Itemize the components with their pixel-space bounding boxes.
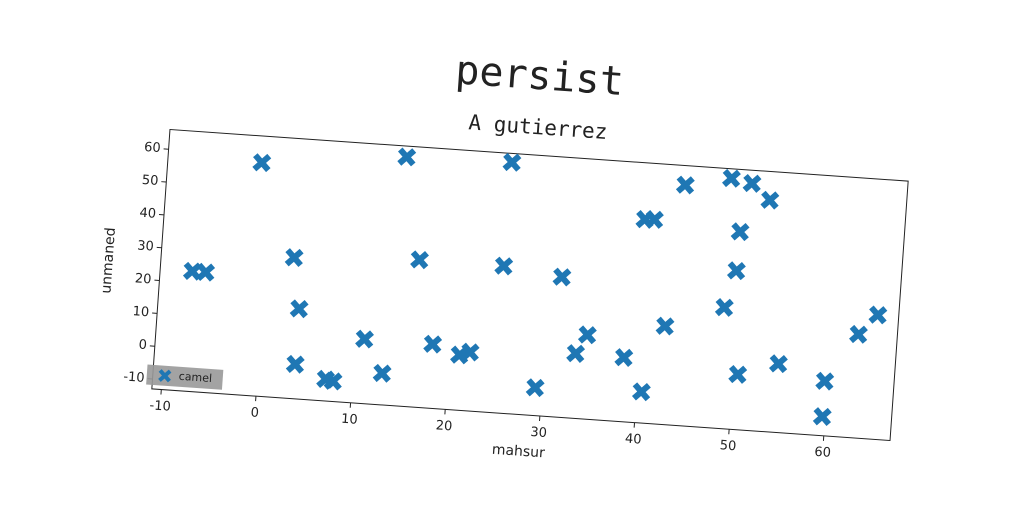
scatter-point: [868, 305, 888, 325]
scatter-point: [397, 147, 417, 167]
scatter-point: [323, 371, 343, 391]
y-tick-label: 10: [132, 304, 150, 320]
legend: camel: [146, 364, 224, 390]
scatter-point: [284, 248, 304, 268]
scatter-point: [760, 190, 780, 210]
x-tick-label: 60: [814, 445, 832, 461]
x-tick-label: 50: [719, 438, 737, 454]
x-axis-label: mahsur: [491, 442, 545, 462]
scatter-point: [566, 344, 586, 363]
scatter-point: [552, 267, 572, 287]
scatter-point: [525, 378, 545, 398]
chart-title: persist: [454, 47, 625, 105]
x-tick-label: 40: [625, 432, 643, 448]
y-axis-label: unmaned: [98, 227, 119, 294]
scatter-point: [460, 342, 480, 362]
scatter-point: [714, 298, 734, 317]
x-tick-label: -10: [149, 398, 171, 414]
scatter-point: [423, 334, 443, 354]
scatter-point: [815, 371, 835, 391]
scatter-point: [726, 261, 746, 281]
y-tick-label: 60: [144, 140, 162, 156]
scatter-point: [728, 364, 748, 384]
scatter-point: [730, 222, 750, 242]
legend-marker: [158, 369, 172, 383]
plot-frame: [151, 128, 909, 442]
scatter-point: [675, 175, 695, 195]
x-tick-label: 20: [435, 418, 453, 434]
scatter-point: [410, 250, 429, 270]
scatter-point: [631, 382, 651, 402]
scatter-point: [372, 363, 392, 383]
scatter-point: [196, 262, 216, 282]
y-tick-label: -10: [123, 370, 145, 386]
scatter-point: [502, 152, 522, 172]
scatter-point: [355, 329, 374, 349]
scatter-point: [742, 173, 762, 193]
scatter-point: [849, 324, 868, 344]
scatter-point: [722, 168, 741, 188]
y-tick-label: 30: [137, 239, 155, 255]
scatter-point: [494, 256, 514, 276]
scatter-point: [768, 354, 788, 374]
scatter-point: [289, 299, 309, 319]
y-tick-label: 20: [134, 271, 152, 287]
scatter-point: [285, 354, 305, 374]
y-tick-label: 40: [139, 206, 157, 222]
x-tick-label: 10: [341, 412, 359, 428]
chart-subtitle: A gutierrez: [468, 110, 608, 144]
legend-box: [146, 364, 224, 390]
y-tick-label: 50: [141, 173, 159, 189]
legend-label: camel: [178, 370, 212, 385]
scatter-point: [812, 407, 832, 427]
scatter-point: [577, 325, 597, 345]
scatter-point: [614, 348, 634, 367]
y-tick-label: 0: [138, 338, 147, 354]
scatter-point: [644, 210, 664, 229]
x-tick-label: 0: [250, 405, 259, 421]
scatter-point: [450, 345, 469, 365]
scatter-point: [655, 316, 675, 336]
rotated-figure: persist A gutierrez mahsur unmaned -10 0 1…: [98, 47, 909, 462]
scatter-point: [252, 153, 272, 173]
x-tick-label: 30: [530, 425, 548, 441]
